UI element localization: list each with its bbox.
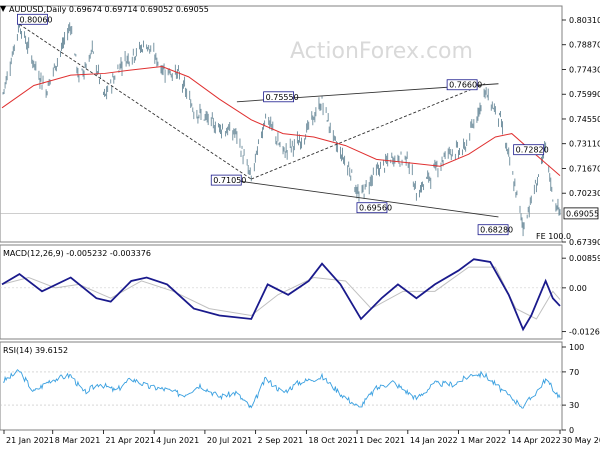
price-tick-label-7: 0.70230 [569,189,600,198]
rsi-series [3,369,561,409]
menu-triangle-icon[interactable]: ▼ [0,4,7,13]
macd-header: MACD(12,26,9) -0.005232 -0.003376 [3,249,151,258]
rsi-tick-label-2: 30 [569,401,579,410]
x-tick-label-7: 1 Dec 2021 [359,436,405,445]
x-tick-label-0: 21 Jan 2021 [6,436,54,445]
rsi-tick-label-3: 0 [569,426,574,435]
price-tick-label-6: 0.71670 [569,164,600,173]
price-tick-label-1: 0.78870 [569,41,600,50]
price-tick-label-5: 0.73110 [569,140,600,149]
rsi-line [3,369,561,409]
last-price-tag [563,207,599,220]
level-box-4 [446,79,478,91]
trendline-1 [251,83,486,180]
price-header: AUDUSD,Daily 0.69674 0.69714 0.69052 0.6… [9,5,209,14]
x-tick-label-6: 18 Oct 2021 [308,436,357,445]
price-tick-label-4: 0.74550 [569,115,600,124]
fe-label: FE 100.0 [536,232,571,241]
x-tick-label-5: 2 Sep 2021 [258,436,304,445]
trendline-3 [236,180,499,218]
x-axis: 21 Jan 2021 8 Mar 2021 21 Apr 2021 4 Jun 20… [3,430,600,445]
level-box-3 [356,202,388,214]
level-labels: 0.80060 0.71050 0.75550 0.69560 0.76600 0.682… [17,13,549,236]
price-tick-label-0: 0.80310 [569,16,600,25]
macd-series [1,258,561,332]
macd-tick-label-1: 0.00 [569,284,587,293]
x-tick-label-9: 1 Mar 2022 [461,436,507,445]
x-tick-label-4: 20 Jul 2021 [207,436,252,445]
x-tick-label-10: 14 Apr 2022 [511,436,560,445]
price-axis: 0.80310 0.78870 0.77430 0.75990 0.74550 0.731… [0,16,600,247]
level-label-3: 0.69560 [359,204,392,213]
level-box-5 [477,224,509,236]
level-box-6 [513,144,545,156]
x-tick-label-2: 21 Apr 2021 [105,436,154,445]
macd-line [1,258,561,332]
rsi-panel-frame [0,341,563,431]
rsi-axis: 100 70 30 0 [0,343,584,435]
level-label-0: 0.80060 [19,15,52,24]
level-label-1: 0.71050 [213,176,246,185]
level-box-0 [17,13,48,25]
x-tick-label-3: 4 Jun 2021 [156,436,199,445]
level-box-1 [210,174,242,186]
x-tick-label-11: 30 May 2022 [562,436,600,445]
trendline-0 [19,23,252,180]
price-panel-frame [0,5,563,243]
x-tick-label-8: 14 Jan 2022 [410,436,458,445]
moving-average-line [1,66,561,177]
level-label-2: 0.75550 [266,93,299,102]
last-price-label: 0.69055 [566,209,599,218]
price-tick-label-3: 0.75990 [569,90,600,99]
macd-tick-label-2: -0.01267 [569,328,600,337]
macd-axis: 0.008596 0.00 -0.01267 [0,254,600,337]
level-label-6: 0.72820 [516,146,549,155]
price-tick-label-8: 0.67390 [569,238,600,247]
macd-tick-label-0: 0.008596 [569,254,600,263]
rsi-tick-label-1: 70 [569,368,579,377]
price-series [1,19,561,237]
macd-panel-frame [0,244,563,340]
level-box-2 [263,91,295,103]
rsi-header: RSI(14) 39.6152 [3,346,68,355]
level-label-5: 0.68280 [480,226,513,235]
rsi-tick-label-0: 100 [569,343,584,352]
watermark: ActionForex.com [290,39,473,64]
x-tick-label-1: 8 Mar 2021 [55,436,101,445]
level-label-4: 0.76600 [449,81,482,90]
price-tick-label-2: 0.77430 [569,65,600,74]
